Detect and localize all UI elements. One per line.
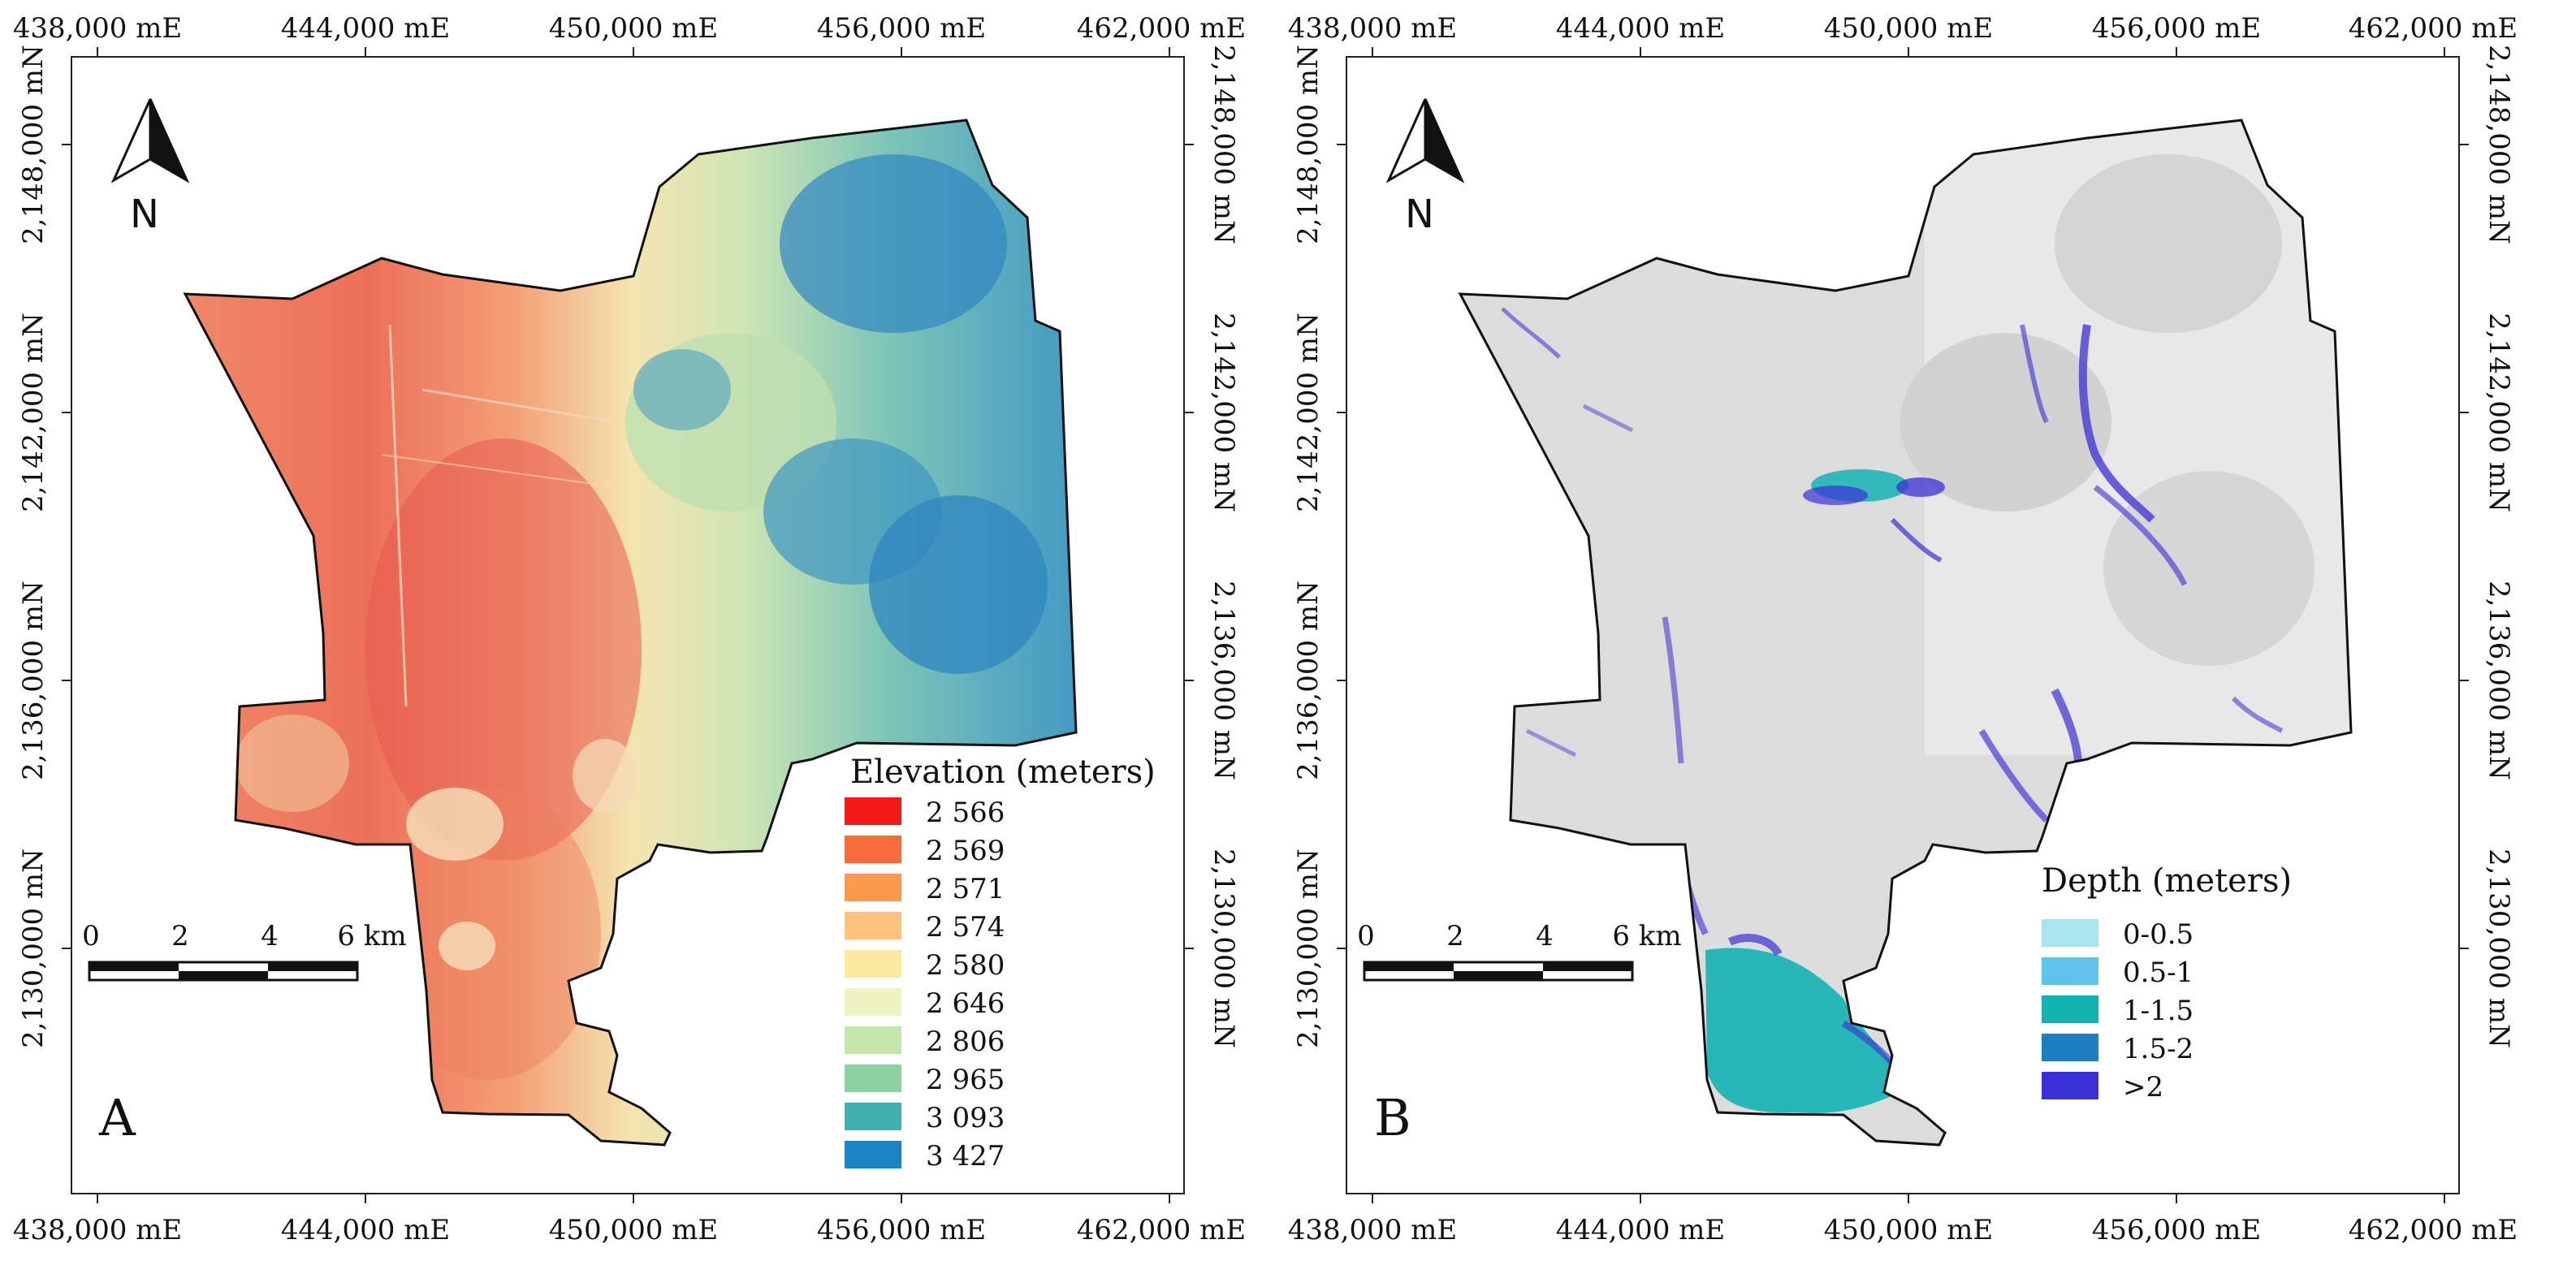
coord-bottom-5: 462,000 mE [2349,1214,2518,1246]
legend-swatch [845,836,901,863]
frame-ticks [1337,47,2469,1203]
coord-top-1: 438,000 mE [13,12,182,45]
coord-top-1: 438,000 mE [1288,12,1457,45]
coord-bottom-4: 456,000 mE [817,1214,986,1246]
legend-label: 3 427 [926,1140,1005,1172]
coord-left-2: 2,142,000 mN [1292,313,1325,512]
north-label: N [1405,192,1434,237]
coord-top-3: 450,000 mE [549,12,718,45]
coord-right-3: 2,136,000 mN [1208,581,1240,780]
legend-label: 1-1.5 [2123,995,2193,1027]
map-frame [1346,56,2460,1194]
legend-swatch [845,912,901,939]
north-label: N [130,192,159,237]
scale-label-4: 4 [1536,920,1554,952]
scale-label-0: 0 [82,920,100,952]
map-frame [71,56,1185,1194]
coord-left-4: 2,130,000 mN [1292,849,1325,1048]
legend-label: 2 965 [926,1064,1005,1096]
map-b-svg: 438,000 mE 444,000 mE 450,000 mE 456,000… [1288,12,2518,1246]
map-panel-a: 438,000 mE 444,000 mE 450,000 mE 456,000… [13,12,1246,1246]
scale-label-0: 0 [1357,920,1375,952]
depth-map [1458,119,2353,1147]
legend-elevation: Elevation (meters) 2 566 2 569 2 571 2 574 2… [845,754,1156,1172]
coord-top-4: 456,000 mE [2092,12,2261,45]
legend-swatch [2042,957,2098,985]
coord-bottom-3: 450,000 mE [1824,1214,1993,1246]
coord-bottom-1: 438,000 mE [13,1214,182,1246]
coord-right-4: 2,130,000 mN [2483,849,2515,1048]
legend-swatch [2042,1034,2098,1061]
legend-swatch [845,988,901,1016]
coord-left-1: 2,148,000 mN [17,45,50,244]
north-arrow-icon [1385,98,1465,184]
scale-label-6: 6 km [337,920,406,952]
map-a-svg: 438,000 mE 444,000 mE 450,000 mE 456,000… [13,12,1246,1246]
coord-left-3: 2,136,000 mN [17,581,50,780]
coord-right-4: 2,130,000 mN [1208,849,1240,1048]
coord-top-4: 456,000 mE [817,12,986,45]
legend-label: 0.5-1 [2123,957,2193,989]
coord-right-1: 2,148,000 mN [1208,45,1240,244]
coord-top-2: 444,000 mE [1556,12,1725,45]
legend-label: >2 [2123,1071,2163,1103]
legend-label: 2 646 [926,987,1005,1020]
scale-label-2: 2 [171,920,189,952]
legend-label: 2 806 [926,1026,1005,1058]
coord-right-2: 2,142,000 mN [1208,313,1240,512]
coord-bottom-4: 456,000 mE [2092,1214,2261,1246]
coord-top-3: 450,000 mE [1824,12,1993,45]
scale-bar [88,961,359,982]
coord-bottom-5: 462,000 mE [1077,1214,1246,1246]
legend-title: Elevation (meters) [850,754,1156,791]
legend-label: 2 566 [926,797,1005,829]
legend-swatch [2042,919,2098,947]
scale-bar [1363,961,1634,982]
scale-label-4: 4 [261,920,279,952]
legend-swatch [845,1141,901,1168]
coord-top-5: 462,000 mE [2349,12,2518,45]
coord-left-4: 2,130,000 mN [17,849,50,1048]
panel-letter: B [1374,1088,1411,1147]
legend-swatch [845,1103,901,1130]
coord-right-3: 2,136,000 mN [2483,581,2515,780]
coord-right-1: 2,148,000 mN [2483,45,2515,244]
legend-depth: Depth (meters) 0-0.5 0.5-1 1-1.5 1.5-2 >2 [2042,862,2292,1103]
flood-depth-patches [1501,307,2284,1113]
study-area-boundary [1458,119,2353,1147]
legend-label: 2 580 [926,949,1005,982]
coord-bottom-2: 444,000 mE [1556,1214,1725,1246]
legend-label: 1.5-2 [2123,1033,2193,1065]
coord-bottom-3: 450,000 mE [549,1214,718,1246]
panel-letter: A [98,1088,136,1147]
coord-top-5: 462,000 mE [1077,12,1246,45]
legend-swatch [845,874,901,901]
coord-bottom-1: 438,000 mE [1288,1214,1457,1246]
legend-swatch [845,797,901,825]
legend-swatch [845,950,901,978]
legend-swatch [845,1065,901,1092]
legend-label: 2 571 [926,873,1005,905]
scale-label-6: 6 km [1612,920,1681,952]
frame-ticks [62,47,1194,1203]
legend-label: 3 093 [926,1102,1005,1134]
legend-swatch [845,1026,901,1054]
study-area-boundary [183,119,1078,1147]
legend-swatch [2042,995,2098,1023]
coord-top-2: 444,000 mE [281,12,450,45]
legend-label: 0-0.5 [2123,918,2193,951]
legend-label: 2 569 [926,835,1005,867]
legend-label: 2 574 [926,911,1005,944]
map-panel-b: 438,000 mE 444,000 mE 450,000 mE 456,000… [1288,0,2576,1261]
legend-swatch [2042,1072,2098,1099]
coord-left-3: 2,136,000 mN [1292,581,1325,780]
coord-left-1: 2,148,000 mN [1292,45,1325,244]
scale-label-2: 2 [1446,920,1464,952]
coord-bottom-2: 444,000 mE [281,1214,450,1246]
legend-title: Depth (meters) [2042,862,2292,900]
north-arrow-icon [110,98,190,184]
coord-right-2: 2,142,000 mN [2483,313,2515,512]
coord-left-2: 2,142,000 mN [17,313,50,512]
